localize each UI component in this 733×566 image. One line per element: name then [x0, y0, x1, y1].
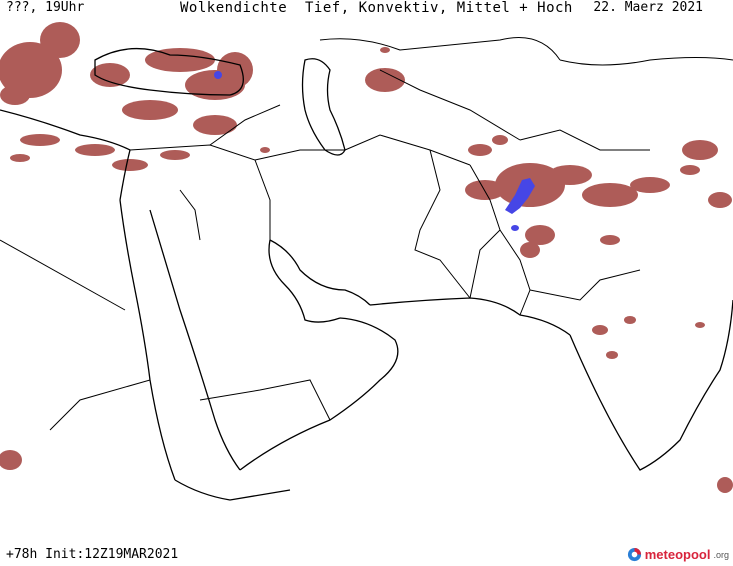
cloud-cover-map	[0, 22, 733, 501]
cloud-dense-layer	[214, 71, 535, 231]
meteopool-logo-icon	[627, 547, 641, 562]
cloud-layer	[0, 22, 733, 493]
forecast-run-info: +78h Init:12Z19MAR2021	[6, 547, 179, 562]
map-title: Wolkendichte Tief, Konvektiv, Mittel + H…	[180, 0, 573, 16]
logo-name: meteopool	[644, 547, 711, 562]
borders-layer	[0, 37, 733, 501]
forecast-date: 22. Maerz 2021	[593, 0, 703, 15]
logo-tld: .org	[713, 549, 729, 560]
meteopool-logo[interactable]: meteopool .org	[627, 547, 729, 562]
forecast-time-label: ???, 19Uhr	[6, 0, 85, 15]
